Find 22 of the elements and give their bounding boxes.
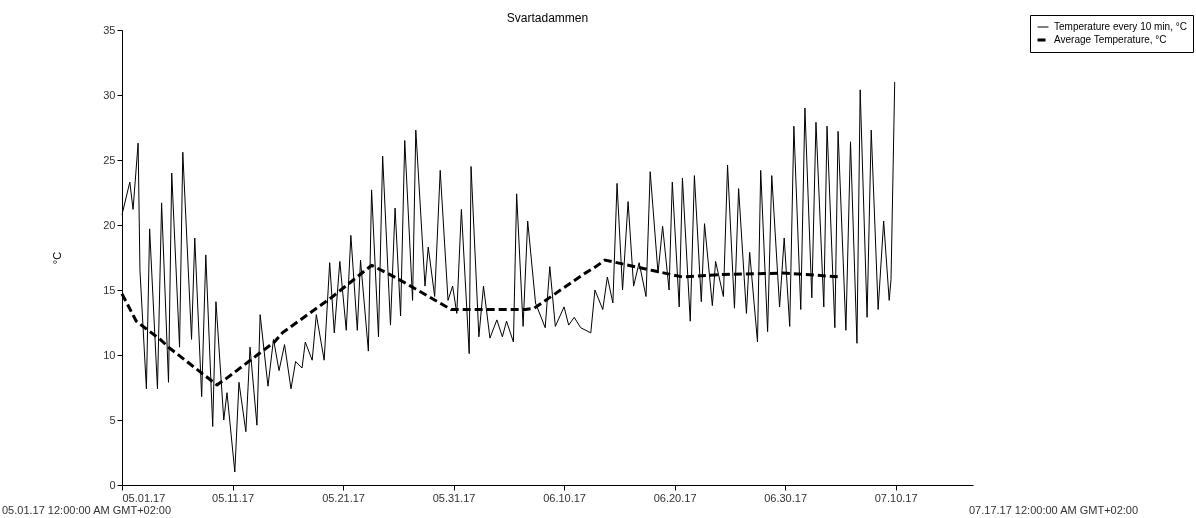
y-tick-label: 15 — [103, 283, 116, 296]
x-tick-label: 05.01.17 — [122, 491, 166, 504]
chart-title: Svartadammen — [506, 10, 589, 25]
x-tick-label: 07.10.17 — [874, 491, 918, 504]
x-tick-label: 05.31.17 — [432, 491, 476, 504]
text: 07.17.17 12:00:00 AM GMT+02:00 — [969, 504, 1139, 516]
y-tick-label: 0 — [109, 478, 116, 491]
y-tick-label: 35 — [103, 23, 116, 36]
x-tick-label: 06.20.17 — [653, 491, 697, 504]
x-tick-label: 05.11.17 — [212, 491, 255, 504]
x-tick-label: 06.30.17 — [764, 491, 808, 504]
y-tick-label: 25 — [103, 153, 116, 166]
y-axis-title: °C — [51, 251, 64, 265]
y-tick-label: 5 — [109, 413, 116, 426]
y-tick-label: 20 — [103, 218, 116, 231]
text: 05.01.17 12:00:00 AM GMT+02:00 — [2, 504, 172, 516]
y-tick-label: 30 — [103, 88, 116, 101]
legend-label: Average Temperature, °C — [1054, 34, 1167, 45]
x-tick-label: 05.21.17 — [322, 491, 365, 504]
legend-label: Temperature every 10 min, °C — [1054, 21, 1187, 32]
x-tick-label: 06.10.17 — [543, 491, 586, 504]
y-tick-label: 10 — [103, 348, 116, 361]
